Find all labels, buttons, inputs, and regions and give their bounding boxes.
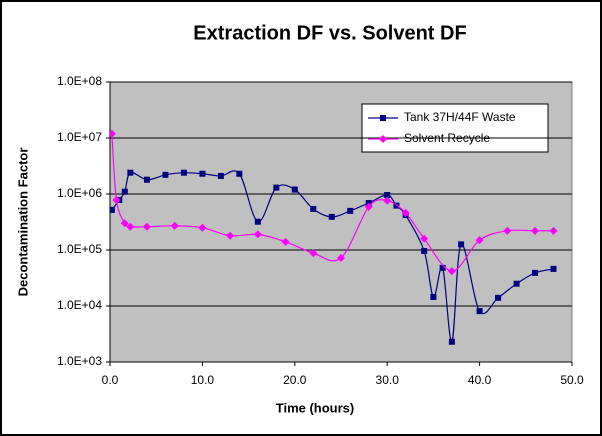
- y-tick-label: 1.0E+04: [57, 298, 102, 312]
- data-point: [120, 219, 129, 228]
- data-point: [142, 222, 151, 231]
- x-tick-label: 20.0: [283, 373, 307, 387]
- legend-marker: [380, 115, 386, 121]
- x-axis-label: Time (hours): [276, 400, 355, 415]
- data-point: [476, 308, 483, 315]
- chart-title: Extraction DF vs. Solvent DF: [193, 22, 466, 44]
- y-tick-label: 1.0E+05: [57, 242, 102, 256]
- data-point: [549, 226, 558, 235]
- data-point: [291, 186, 298, 193]
- data-point: [328, 213, 335, 220]
- legend-box: [361, 103, 549, 153]
- y-tick-label: 1.0E+08: [57, 74, 102, 88]
- data-point: [199, 170, 206, 177]
- data-point: [309, 249, 318, 258]
- data-point: [458, 241, 465, 248]
- data-point: [226, 231, 235, 240]
- data-point: [273, 184, 280, 191]
- data-point: [364, 202, 373, 211]
- data-point: [127, 169, 134, 176]
- data-point: [447, 267, 456, 276]
- data-point: [254, 218, 261, 225]
- data-point: [112, 196, 121, 205]
- data-point: [383, 196, 392, 205]
- data-point: [347, 207, 354, 214]
- data-point: [337, 253, 345, 262]
- legend-marker: [379, 135, 387, 143]
- x-tick-label: 10.0: [191, 373, 215, 387]
- x-tick-label: 50.0: [560, 373, 584, 387]
- data-point: [420, 234, 429, 243]
- data-point: [217, 172, 224, 179]
- plot-layer: [110, 129, 558, 345]
- y-tick-label: 1.0E+07: [57, 130, 102, 144]
- data-point: [430, 293, 437, 300]
- x-tick-label: 0.0: [102, 373, 119, 387]
- data-point: [532, 269, 539, 276]
- data-point: [253, 230, 262, 239]
- data-point: [236, 170, 243, 177]
- data-point: [401, 208, 410, 217]
- x-tick-label: 40.0: [468, 373, 492, 387]
- data-point: [475, 236, 484, 245]
- data-point: [531, 226, 540, 235]
- data-point: [180, 169, 187, 176]
- data-point: [170, 221, 179, 230]
- data-point: [448, 338, 455, 345]
- data-point: [393, 202, 400, 209]
- data-point: [121, 188, 128, 195]
- data-point: [110, 129, 116, 138]
- data-point: [421, 247, 428, 254]
- data-point: [310, 205, 317, 212]
- data-point: [110, 206, 115, 213]
- data-point: [550, 265, 557, 272]
- data-point: [384, 191, 391, 198]
- data-point: [198, 223, 207, 232]
- data-point: [126, 222, 135, 231]
- data-point: [162, 171, 169, 178]
- legend-label: Solvent Recycle: [404, 131, 490, 145]
- data-point: [495, 294, 502, 301]
- data-point: [281, 237, 290, 246]
- x-tick-label: 30.0: [376, 373, 400, 387]
- y-axis-label: Decontamination Factor: [15, 148, 30, 297]
- data-point: [439, 264, 446, 271]
- y-tick-label: 1.0E+03: [57, 354, 102, 368]
- data-point: [503, 226, 512, 235]
- data-point: [143, 176, 150, 183]
- data-point: [513, 280, 520, 287]
- y-tick-label: 1.0E+06: [57, 186, 102, 200]
- legend-label: Tank 37H/44F Waste: [404, 110, 516, 124]
